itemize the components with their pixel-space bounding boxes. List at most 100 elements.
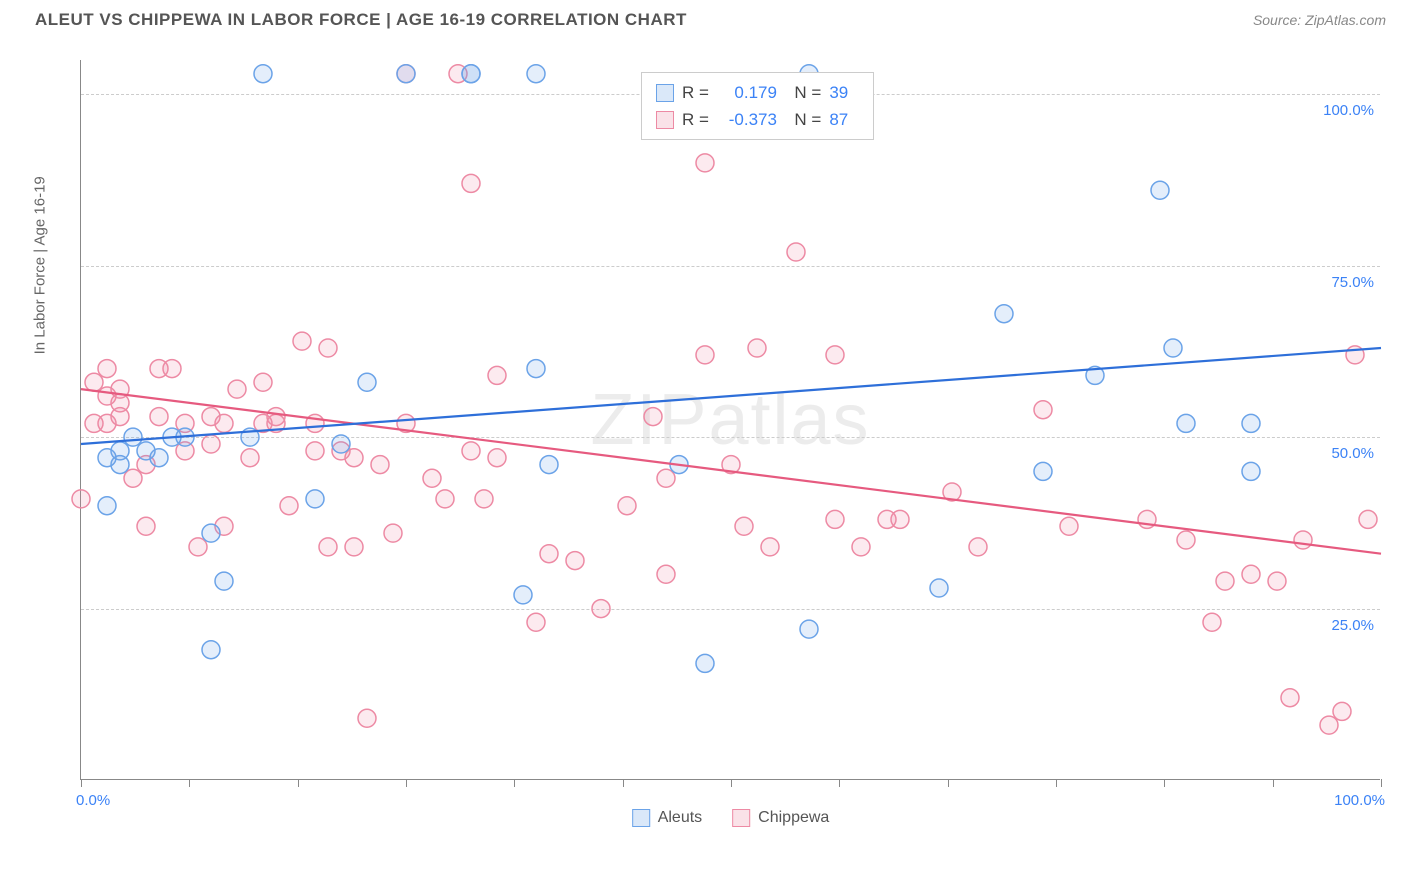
data-point <box>436 490 454 508</box>
data-point <box>293 332 311 350</box>
data-point <box>98 360 116 378</box>
n-label: N = <box>785 106 821 133</box>
data-point <box>800 620 818 638</box>
data-point <box>891 510 909 528</box>
x-tick <box>1056 779 1057 787</box>
x-tick <box>298 779 299 787</box>
data-point <box>423 469 441 487</box>
aleuts-r-value: 0.179 <box>717 79 777 106</box>
data-point <box>527 65 545 83</box>
x-tick <box>948 779 949 787</box>
data-point <box>527 360 545 378</box>
x-tick <box>1381 779 1382 787</box>
data-point <box>566 552 584 570</box>
data-point <box>657 469 675 487</box>
data-point <box>189 538 207 556</box>
data-point <box>540 545 558 563</box>
data-point <box>696 346 714 364</box>
x-tick <box>81 779 82 787</box>
data-point <box>163 360 181 378</box>
scatter-svg <box>81 60 1380 779</box>
data-point <box>930 579 948 597</box>
data-point <box>384 524 402 542</box>
chippewa-r-value: -0.373 <box>717 106 777 133</box>
aleuts-legend-label: Aleuts <box>658 809 702 827</box>
data-point <box>787 243 805 261</box>
data-point <box>826 510 844 528</box>
data-point <box>345 449 363 467</box>
data-point <box>514 586 532 604</box>
aleuts-swatch-icon <box>656 84 674 102</box>
data-point <box>124 469 142 487</box>
n-label: N = <box>785 79 821 106</box>
data-point <box>644 408 662 426</box>
x-tick <box>1164 779 1165 787</box>
data-point <box>202 641 220 659</box>
data-point <box>72 490 90 508</box>
chippewa-swatch-icon <box>656 111 674 129</box>
data-point <box>1320 716 1338 734</box>
data-point <box>995 305 1013 323</box>
data-point <box>98 497 116 515</box>
data-point <box>241 449 259 467</box>
x-axis-max-label: 100.0% <box>1334 792 1385 809</box>
data-point <box>618 497 636 515</box>
data-point <box>306 442 324 460</box>
data-point <box>1177 414 1195 432</box>
data-point <box>748 339 766 357</box>
data-point <box>319 339 337 357</box>
data-point <box>332 435 350 453</box>
data-point <box>540 456 558 474</box>
data-point <box>852 538 870 556</box>
data-point <box>475 490 493 508</box>
data-point <box>371 456 389 474</box>
data-point <box>488 449 506 467</box>
data-point <box>85 373 103 391</box>
data-point <box>462 442 480 460</box>
stats-row-chippewa: R = -0.373 N = 87 <box>656 106 859 133</box>
data-point <box>111 442 129 460</box>
data-point <box>215 414 233 432</box>
chippewa-legend-swatch-icon <box>732 809 750 827</box>
aleuts-legend-swatch-icon <box>632 809 650 827</box>
data-point <box>1242 462 1260 480</box>
data-point <box>228 380 246 398</box>
data-point <box>202 524 220 542</box>
data-point <box>1216 572 1234 590</box>
data-point <box>254 65 272 83</box>
chart-header: ALEUT VS CHIPPEWA IN LABOR FORCE | AGE 1… <box>0 0 1406 40</box>
data-point <box>306 490 324 508</box>
x-tick <box>406 779 407 787</box>
data-point <box>1164 339 1182 357</box>
x-tick <box>731 779 732 787</box>
data-point <box>150 408 168 426</box>
chippewa-legend-label: Chippewa <box>758 809 829 827</box>
data-point <box>826 346 844 364</box>
data-point <box>358 709 376 727</box>
data-point <box>657 565 675 583</box>
data-point <box>1242 565 1260 583</box>
data-point <box>1268 572 1286 590</box>
data-point <box>1294 531 1312 549</box>
legend-item-aleuts: Aleuts <box>632 809 702 827</box>
data-point <box>137 517 155 535</box>
data-point <box>1034 462 1052 480</box>
data-point <box>319 538 337 556</box>
correlation-stats-box: R = 0.179 N = 39 R = -0.373 N = 87 <box>641 72 874 140</box>
data-point <box>1177 531 1195 549</box>
data-point <box>202 435 220 453</box>
data-point <box>150 449 168 467</box>
data-point <box>696 154 714 172</box>
aleuts-n-value: 39 <box>829 79 859 106</box>
plot-area: ZIPatlas 25.0%50.0%75.0%100.0% R = 0.179… <box>80 60 1380 780</box>
chippewa-n-value: 87 <box>829 106 859 133</box>
data-point <box>1281 689 1299 707</box>
data-point <box>1333 702 1351 720</box>
data-point <box>761 538 779 556</box>
x-tick <box>1273 779 1274 787</box>
data-point <box>397 65 415 83</box>
r-label: R = <box>682 79 709 106</box>
data-point <box>488 366 506 384</box>
data-point <box>254 373 272 391</box>
x-tick <box>514 779 515 787</box>
